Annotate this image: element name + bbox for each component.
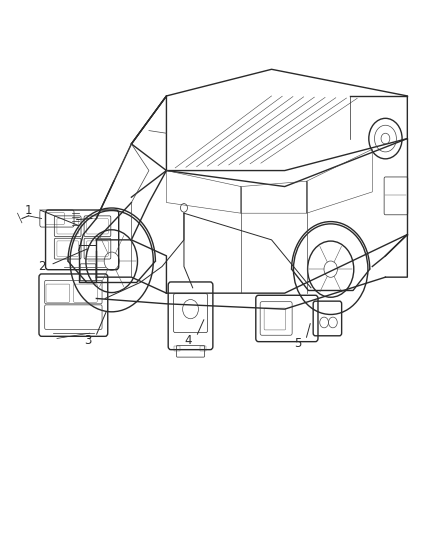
Text: 5: 5 — [294, 337, 301, 350]
Text: 2: 2 — [38, 260, 46, 273]
Text: 3: 3 — [84, 334, 91, 346]
Text: 1: 1 — [25, 204, 32, 217]
Text: 4: 4 — [184, 334, 192, 346]
